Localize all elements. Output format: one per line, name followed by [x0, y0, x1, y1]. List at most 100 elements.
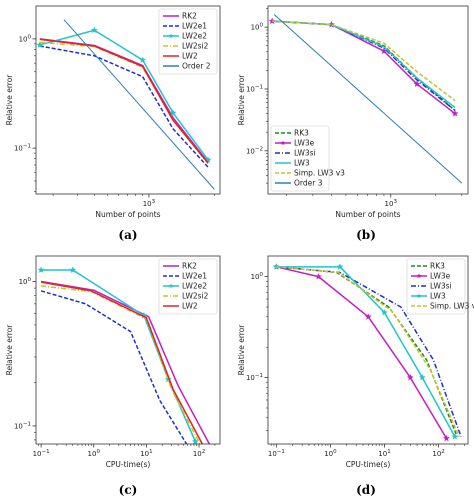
legend-label: LW3e [430, 272, 451, 281]
plot-frame [267, 255, 469, 445]
data-point [37, 266, 45, 273]
legend-label: RK2 [182, 262, 197, 271]
data-point [139, 56, 147, 63]
series-line-lw2e1 [39, 45, 209, 168]
series-group [268, 14, 463, 184]
legend-label: LW3 [430, 292, 446, 301]
x-tick-label: 103 [143, 199, 156, 208]
y-tick-label: 100 [19, 277, 32, 286]
y-tick-label: 100 [251, 23, 264, 32]
legend-label: LW2e2 [182, 32, 207, 41]
y-tick-label: 100 [19, 34, 32, 43]
data-point [69, 266, 77, 273]
chart-panel-0: 103 100 10−1 Number of points Relative error… [5, 5, 221, 242]
series-line-lw2 [40, 281, 204, 444]
x-tick-label: 10−1 [33, 449, 50, 458]
series-line-lw3e [272, 20, 456, 115]
series-line-simp-lw3-v3 [276, 266, 460, 437]
legend-box [158, 8, 218, 75]
legend-label: LW2e2 [182, 282, 207, 291]
x-tick-label: 103 [385, 199, 398, 208]
legend-label: LW2si2 [182, 42, 209, 51]
data-point [381, 309, 388, 316]
y-axis-label: Relative error [5, 74, 14, 126]
data-point [443, 434, 450, 442]
x-tick-label: 100 [88, 449, 101, 458]
legend-label: Order 2 [182, 62, 211, 71]
chart-panel-1: 103 100 10−1 10−2 Number of points Relative e… [237, 5, 469, 242]
legend-label: Simp. LW3 v3 [294, 169, 345, 178]
x-tick-label: 102 [432, 449, 444, 458]
legend-label: RK2 [182, 12, 197, 21]
legend-label: LW3si [430, 282, 452, 291]
series-group [272, 263, 462, 442]
legend-label: RK3 [294, 129, 309, 138]
y-tick-label: 100 [251, 272, 264, 281]
series-line-lw3si [272, 20, 456, 112]
plot-frame [267, 5, 469, 195]
chart-panel-3: 10−1 100 101 102 100 10−1 CPU-time(s) Relative … [237, 255, 474, 497]
series-group [37, 266, 211, 444]
legend-label: LW2si2 [182, 292, 209, 301]
series-line-order-3 [273, 14, 463, 184]
data-point [413, 80, 421, 87]
x-tick-label: 100 [324, 449, 337, 458]
data-point [451, 109, 459, 117]
legend-label: LW2 [182, 52, 198, 61]
x-axis-label: CPU-time(s) [106, 460, 151, 469]
legend-marker [168, 283, 174, 289]
x-axis-label: Number of points [95, 210, 160, 219]
y-axis-label: Relative error [5, 324, 14, 376]
y-tick-label: 10−1 [14, 144, 31, 153]
legend-marker [280, 140, 286, 146]
x-axis-label: CPU-time(s) [346, 460, 391, 469]
data-point [90, 26, 98, 34]
panel-label: (b) [356, 228, 376, 242]
y-axis-label: Relative error [237, 324, 246, 376]
legend-label: LW3e [294, 139, 315, 148]
legend-label: Order 3 [294, 179, 323, 188]
data-point [272, 263, 280, 270]
x-tick-label: 101 [378, 449, 390, 458]
x-tick-label: 101 [140, 449, 152, 458]
y-tick-label: 10−1 [246, 373, 263, 382]
legend-label: LW3 [294, 159, 310, 168]
legend-label: RK3 [430, 262, 445, 271]
plot-frame [35, 5, 221, 195]
series-group [36, 19, 215, 190]
y-tick-label: 10−1 [246, 84, 263, 93]
data-point [418, 374, 426, 381]
x-tick-label: 102 [193, 449, 205, 458]
data-point [268, 17, 276, 25]
x-axis-label: Number of points [335, 210, 400, 219]
panel-label: (c) [119, 483, 138, 497]
data-point [364, 313, 372, 320]
data-point [315, 273, 322, 280]
series-line-lw2e1 [40, 290, 188, 444]
legend-marker [416, 273, 422, 279]
plot-frame [35, 255, 221, 445]
x-tick-label: 10−1 [268, 449, 285, 458]
series-line-rk3 [272, 20, 456, 111]
series-line-rk2 [40, 280, 211, 444]
legend-marker [168, 33, 174, 39]
data-point [406, 374, 414, 381]
legend-box [158, 258, 218, 315]
y-tick-label: 10−2 [246, 146, 263, 155]
data-point [451, 433, 459, 440]
legend-box [406, 258, 466, 315]
legend-marker [416, 293, 422, 299]
panel-label: (a) [118, 228, 137, 242]
series-line-lw2 [39, 38, 209, 164]
y-axis-label: Relative error [237, 74, 246, 126]
legend-label: LW2e1 [182, 22, 207, 31]
data-point [169, 109, 177, 116]
panel-label: (d) [356, 483, 376, 497]
y-tick-label: 10−1 [14, 421, 31, 430]
chart-panel-2: 10−1 100 101 102 100 10−1 CPU-time(s) Relative … [5, 255, 221, 497]
